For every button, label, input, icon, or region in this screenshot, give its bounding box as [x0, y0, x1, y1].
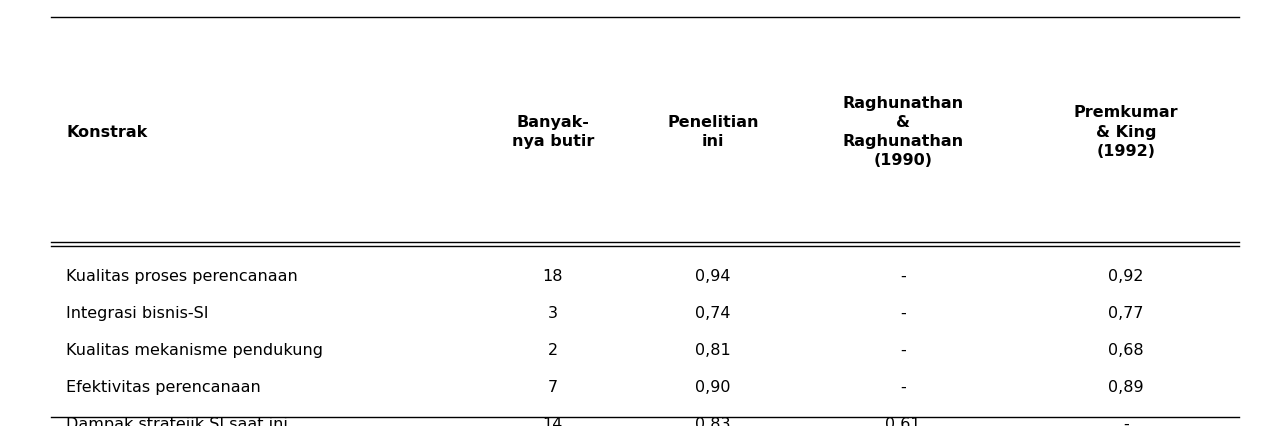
Text: Kualitas mekanisme pendukung: Kualitas mekanisme pendukung: [66, 343, 323, 358]
Text: 18: 18: [543, 269, 563, 284]
Text: 0,83: 0,83: [696, 417, 730, 426]
Text: Integrasi bisnis-SI: Integrasi bisnis-SI: [66, 306, 209, 321]
Text: 2: 2: [548, 343, 558, 358]
Text: -: -: [900, 343, 907, 358]
Text: -: -: [900, 380, 907, 395]
Text: 0,61: 0,61: [885, 417, 921, 426]
Text: 7: 7: [548, 380, 558, 395]
Text: Banyak-
nya butir: Banyak- nya butir: [512, 115, 594, 149]
Text: 3: 3: [548, 306, 558, 321]
Text: 0,77: 0,77: [1108, 306, 1144, 321]
Text: Premkumar
& King
(1992): Premkumar & King (1992): [1074, 105, 1179, 159]
Text: Efektivitas perencanaan: Efektivitas perencanaan: [66, 380, 262, 395]
Text: Penelitian
ini: Penelitian ini: [668, 115, 759, 149]
Text: -: -: [900, 306, 907, 321]
Text: 0,68: 0,68: [1108, 343, 1144, 358]
Text: 0,81: 0,81: [695, 343, 730, 358]
Text: Dampak stratejik SI saat ini: Dampak stratejik SI saat ini: [66, 417, 289, 426]
Text: 0,74: 0,74: [696, 306, 730, 321]
Text: 0,92: 0,92: [1108, 269, 1144, 284]
Text: 14: 14: [543, 417, 563, 426]
Text: 0,90: 0,90: [696, 380, 730, 395]
Text: Kualitas proses perencanaan: Kualitas proses perencanaan: [66, 269, 298, 284]
Text: Konstrak: Konstrak: [66, 124, 148, 140]
Text: 0,94: 0,94: [696, 269, 730, 284]
Text: -: -: [900, 269, 907, 284]
Text: -: -: [1122, 417, 1129, 426]
Text: 0,89: 0,89: [1108, 380, 1144, 395]
Text: Raghunathan
&
Raghunathan
(1990): Raghunathan & Raghunathan (1990): [843, 96, 964, 168]
